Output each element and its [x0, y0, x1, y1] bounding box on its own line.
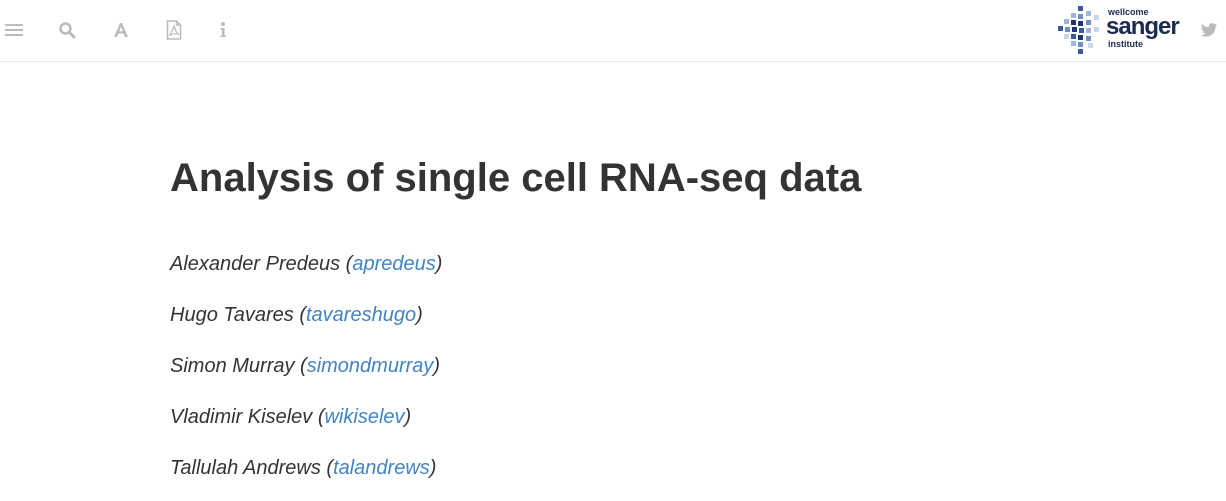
- paren-open: (: [294, 355, 307, 377]
- logo-wellcome-text: wellcome: [1108, 7, 1149, 17]
- author-github-link[interactable]: wikiselev: [324, 406, 405, 428]
- twitter-icon: [1200, 22, 1218, 38]
- paren-open: (: [340, 253, 353, 275]
- paren-close: ): [433, 355, 441, 377]
- author-list: Alexander Predeus (apredeus) Hugo Tavares…: [170, 246, 442, 501]
- search-icon: [58, 21, 76, 39]
- twitter-share-button[interactable]: [1195, 16, 1223, 44]
- author-item: Hugo Tavares (tavareshugo): [170, 297, 442, 348]
- author-name: Hugo Tavares: [170, 304, 294, 326]
- author-item: Alexander Predeus (apredeus): [170, 246, 442, 297]
- paren-close: ): [429, 457, 437, 479]
- menu-icon: [4, 22, 24, 38]
- search-button[interactable]: [53, 16, 81, 44]
- toggle-sidebar-button[interactable]: [0, 16, 28, 44]
- wellcome-sanger-logo: wellcome sanger institute: [1058, 6, 1188, 56]
- paren-open: (: [293, 304, 306, 326]
- author-item: Tallulah Andrews (talandrews): [170, 450, 442, 501]
- author-github-link[interactable]: tavareshugo: [306, 304, 417, 326]
- paren-close: ): [416, 304, 423, 326]
- author-github-link[interactable]: simondmurray: [306, 355, 434, 377]
- font-settings-button[interactable]: [107, 16, 135, 44]
- paren-open: (: [312, 406, 325, 428]
- author-name: Simon Murray: [170, 355, 295, 377]
- logo-institute-text: institute: [1108, 39, 1143, 49]
- paren-open: (: [320, 457, 334, 479]
- download-pdf-button[interactable]: [160, 16, 188, 44]
- logo-sanger-text: sanger: [1106, 13, 1180, 40]
- font-icon: [112, 21, 130, 39]
- info-button[interactable]: [209, 16, 237, 44]
- author-name: Tallulah Andrews: [170, 457, 321, 479]
- paren-close: ): [404, 406, 412, 428]
- author-item: Simon Murray (simondmurray): [170, 348, 442, 399]
- book-toolbar: wellcome sanger institute: [0, 0, 1226, 62]
- page-content: Analysis of single cell RNA-seq data Ale…: [170, 150, 1070, 479]
- author-github-link[interactable]: apredeus: [352, 253, 436, 275]
- author-item: Vladimir Kiselev (wikiselev): [170, 399, 442, 450]
- pdf-icon: [166, 20, 182, 40]
- author-name: Vladimir Kiselev: [170, 406, 313, 428]
- info-icon: [218, 21, 228, 39]
- author-github-link[interactable]: talandrews: [333, 457, 430, 479]
- page-title: Analysis of single cell RNA-seq data: [170, 156, 862, 200]
- paren-close: ): [435, 253, 443, 275]
- author-name: Alexander Predeus: [170, 253, 341, 275]
